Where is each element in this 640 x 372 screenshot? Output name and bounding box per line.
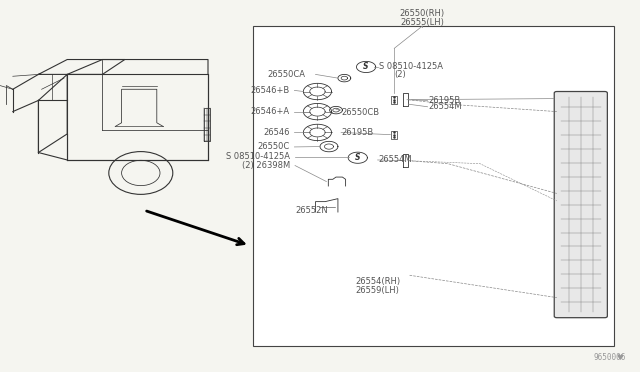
Text: S 08510-4125A: S 08510-4125A bbox=[379, 62, 443, 71]
Text: S 08510-4125A: S 08510-4125A bbox=[226, 153, 290, 161]
Text: ♥: ♥ bbox=[616, 353, 623, 362]
Text: S: S bbox=[364, 62, 369, 71]
Text: 26552N: 26552N bbox=[295, 206, 328, 215]
Text: 26546+A: 26546+A bbox=[251, 107, 290, 116]
Text: 26546+B: 26546+B bbox=[251, 86, 290, 95]
Text: 26550CA: 26550CA bbox=[268, 70, 305, 79]
Bar bbox=[391, 131, 397, 139]
Text: 26546: 26546 bbox=[264, 128, 290, 137]
Text: (2): (2) bbox=[394, 70, 406, 79]
Text: 26559(LH): 26559(LH) bbox=[356, 286, 399, 295]
Bar bbox=[391, 96, 397, 104]
Text: 26554(RH): 26554(RH) bbox=[355, 277, 400, 286]
Text: 9650006: 9650006 bbox=[593, 353, 626, 362]
Text: 26195B: 26195B bbox=[341, 128, 373, 137]
Text: 26550CB: 26550CB bbox=[341, 108, 380, 117]
Text: (2) 26398M: (2) 26398M bbox=[242, 161, 290, 170]
Text: S: S bbox=[355, 153, 360, 162]
Bar bbox=[253, 26, 614, 346]
FancyBboxPatch shape bbox=[554, 92, 607, 318]
Text: 26555(LH): 26555(LH) bbox=[401, 18, 444, 27]
Text: 26554M: 26554M bbox=[429, 102, 463, 111]
Text: 26554M: 26554M bbox=[379, 155, 413, 164]
Text: 26550C: 26550C bbox=[258, 142, 290, 151]
Text: 26195B: 26195B bbox=[429, 96, 461, 105]
Text: 26550(RH): 26550(RH) bbox=[400, 9, 445, 17]
